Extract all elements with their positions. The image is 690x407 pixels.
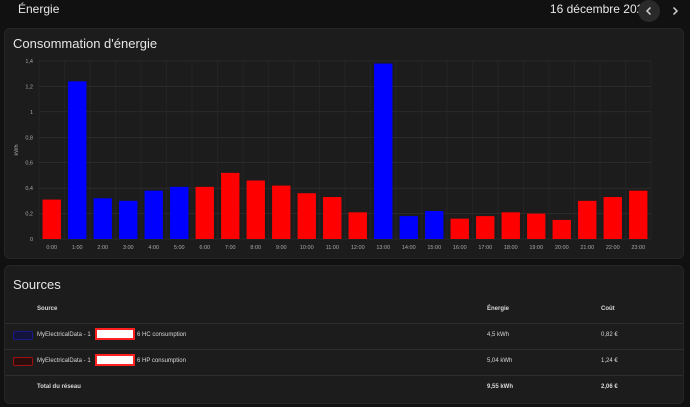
x-tick-label: 1:00	[72, 245, 83, 251]
table-total-row: Total du réseau 9,55 kWh 2,06 €	[5, 375, 683, 398]
column-header-energy: Énergie	[487, 306, 510, 312]
source-cost: 1,24 €	[601, 358, 618, 364]
x-tick-label: 11:00	[326, 245, 339, 251]
bar-6:00	[195, 186, 214, 239]
bar-2:00	[93, 198, 112, 239]
source-name-prefix: MyElectricalData - 1	[37, 332, 91, 338]
energy-card-title: Consommation d'énergie	[13, 36, 158, 51]
chevron-left-icon	[645, 6, 652, 16]
bar-20:00	[552, 219, 571, 239]
energy-bar-chart: 0 0,2 0,4 0,6 0,8 1 1,2 1,4 kWh 0:00 1:00 2:00 3:00 4…	[14, 59, 652, 251]
hc-color-swatch	[13, 331, 33, 340]
x-tick-label: 22:00	[606, 245, 620, 251]
total-energy: 9,55 kWh	[487, 384, 514, 390]
x-tick-label: 0:00	[46, 245, 57, 251]
table-row[interactable]: MyElectricalData - 1 6 HC consumption 4,…	[5, 323, 683, 346]
source-energy: 5,04 kWh	[487, 358, 513, 364]
y-tick-label: 0,2	[25, 212, 33, 218]
x-tick-label: 20:00	[555, 245, 569, 251]
x-tick-label: 15:00	[427, 245, 441, 251]
redacted-block	[95, 328, 135, 340]
previous-day-button[interactable]	[638, 0, 660, 22]
bar-18:00	[501, 212, 520, 239]
y-tick-label: 0,4	[25, 186, 33, 192]
x-tick-label: 3:00	[123, 245, 134, 251]
bar-17:00	[476, 216, 495, 239]
sources-card: Sources Source Énergie Coût MyElectrical…	[4, 265, 684, 404]
x-tick-label: 8:00	[250, 245, 261, 251]
x-tick-label: 4:00	[148, 245, 159, 251]
bar-14:00	[399, 216, 418, 239]
bar-19:00	[527, 213, 546, 239]
y-tick-label: 1,4	[25, 59, 33, 65]
bar-7:00	[221, 172, 240, 239]
y-tick-label: 0,6	[25, 161, 33, 167]
total-cost: 2,06 €	[601, 384, 618, 390]
x-tick-label: 12:00	[351, 245, 365, 251]
bar-10:00	[297, 193, 316, 239]
y-tick-label: 1	[30, 110, 33, 116]
bar-21:00	[578, 200, 597, 239]
hp-color-swatch	[13, 357, 33, 366]
bar-0:00	[42, 199, 61, 239]
next-day-button[interactable]	[664, 0, 686, 22]
source-name-prefix: MyElectricalData - 1	[37, 358, 91, 364]
source-energy: 4,5 kWh	[487, 332, 510, 338]
top-bar: Énergie 16 décembre 2023	[0, 0, 690, 24]
bar-4:00	[144, 190, 163, 239]
bar-9:00	[272, 185, 291, 239]
x-tick-label: 23:00	[631, 245, 645, 251]
y-tick-label: 0,8	[25, 135, 33, 141]
redacted-block	[95, 354, 135, 366]
x-tick-label: 6:00	[199, 245, 210, 251]
energy-consumption-card: Consommation d'énergie 0 0,2 0,4 0,6 0,8 1 1,2…	[4, 28, 684, 259]
source-name-suffix: 6 HC consumption	[137, 332, 187, 338]
source-name-suffix: 6 HP consumption	[137, 358, 186, 364]
source-cost: 0,82 €	[601, 332, 618, 338]
column-header-source: Source	[37, 306, 58, 312]
bar-15:00	[425, 211, 444, 239]
x-tick-label: 21:00	[580, 245, 594, 251]
bar-8:00	[246, 180, 265, 239]
bar-5:00	[170, 186, 189, 239]
table-header-row: Source Énergie Coût	[5, 298, 683, 320]
sources-card-title: Sources	[13, 277, 61, 292]
bar-22:00	[603, 197, 622, 239]
chevron-right-icon	[672, 6, 679, 16]
date-label: 16 décembre 2023	[549, 2, 650, 16]
x-tick-label: 10:00	[300, 245, 314, 251]
bar-13:00	[374, 63, 393, 239]
bar-11:00	[323, 197, 342, 239]
x-tick-label: 5:00	[174, 245, 185, 251]
y-tick-label: 1,2	[25, 84, 33, 90]
y-tick-label: 0	[30, 237, 33, 243]
y-axis-label: kWh	[14, 145, 20, 156]
x-tick-label: 9:00	[276, 245, 287, 251]
total-label: Total du réseau	[37, 384, 81, 390]
x-tick-label: 16:00	[453, 245, 467, 251]
bar-23:00	[629, 190, 648, 239]
table-row[interactable]: MyElectricalData - 1 6 HP consumption 5,…	[5, 349, 683, 372]
bar-1:00	[68, 81, 87, 239]
x-tick-label: 2:00	[97, 245, 108, 251]
x-tick-label: 14:00	[402, 245, 416, 251]
bar-3:00	[119, 200, 138, 239]
page-title: Énergie	[18, 2, 60, 16]
column-header-cost: Coût	[601, 306, 615, 312]
x-tick-label: 7:00	[225, 245, 236, 251]
x-tick-label: 17:00	[478, 245, 492, 251]
x-tick-label: 13:00	[376, 245, 390, 251]
x-tick-label: 19:00	[529, 245, 543, 251]
x-tick-label: 18:00	[504, 245, 518, 251]
bar-16:00	[450, 218, 469, 239]
bar-12:00	[348, 212, 367, 239]
